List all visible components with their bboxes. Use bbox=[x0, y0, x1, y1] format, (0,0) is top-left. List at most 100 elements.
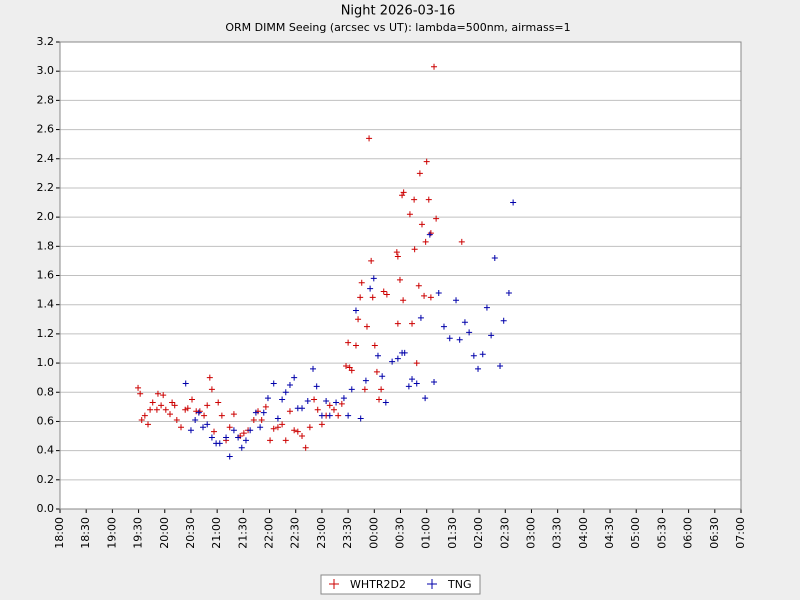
point bbox=[313, 383, 320, 390]
point bbox=[162, 406, 169, 413]
point bbox=[396, 276, 403, 283]
point bbox=[426, 231, 433, 238]
point bbox=[431, 379, 438, 386]
point bbox=[361, 386, 368, 393]
point bbox=[394, 355, 401, 362]
point bbox=[208, 434, 215, 441]
point bbox=[470, 352, 477, 359]
y-tick-label: 0.4 bbox=[37, 444, 55, 457]
point bbox=[323, 398, 330, 405]
point bbox=[314, 406, 321, 413]
point bbox=[394, 320, 401, 327]
point bbox=[370, 275, 377, 282]
point bbox=[262, 403, 269, 410]
point bbox=[184, 405, 191, 412]
point bbox=[147, 406, 154, 413]
point bbox=[235, 434, 242, 441]
point bbox=[187, 427, 194, 434]
y-tick-label: 1.2 bbox=[37, 327, 55, 340]
point bbox=[340, 395, 347, 402]
point bbox=[169, 399, 176, 406]
point bbox=[196, 408, 203, 415]
point bbox=[218, 412, 225, 419]
x-tick-label: 07:00 bbox=[734, 517, 747, 549]
x-tick-label: 20:00 bbox=[158, 517, 171, 549]
x-tick-label: 01:00 bbox=[420, 517, 433, 549]
x-tick-label: 19:00 bbox=[105, 517, 118, 549]
point bbox=[299, 433, 306, 440]
chart-subtitle: ORM DIMM Seeing (arcsec vs UT): lambda=5… bbox=[225, 21, 570, 34]
point bbox=[167, 411, 174, 418]
point bbox=[260, 409, 267, 416]
point bbox=[427, 294, 434, 301]
point bbox=[411, 246, 418, 253]
point bbox=[405, 383, 412, 390]
y-tick-label: 2.4 bbox=[37, 152, 55, 165]
y-tick-label: 3.2 bbox=[37, 35, 55, 48]
point bbox=[252, 409, 259, 416]
point bbox=[149, 399, 156, 406]
point bbox=[274, 415, 281, 422]
point bbox=[299, 405, 306, 412]
point bbox=[417, 314, 424, 321]
point bbox=[189, 396, 196, 403]
point bbox=[421, 292, 428, 299]
y-tick-label: 0.6 bbox=[37, 414, 55, 427]
y-tick-label: 2.8 bbox=[37, 93, 55, 106]
point bbox=[400, 297, 407, 304]
point bbox=[418, 221, 425, 228]
y-tick-label: 1.6 bbox=[37, 269, 55, 282]
point bbox=[461, 319, 468, 326]
point bbox=[362, 377, 369, 384]
point bbox=[282, 389, 289, 396]
x-tick-label: 02:30 bbox=[498, 517, 511, 549]
x-tick-label: 03:30 bbox=[551, 517, 564, 549]
point bbox=[204, 421, 211, 428]
y-tick-label: 0.0 bbox=[37, 502, 55, 515]
point bbox=[238, 444, 245, 451]
y-tick-label: 0.2 bbox=[37, 473, 55, 486]
point bbox=[211, 428, 218, 435]
point bbox=[483, 304, 490, 311]
x-tick-label: 06:00 bbox=[682, 517, 695, 549]
point bbox=[333, 399, 340, 406]
point bbox=[330, 406, 337, 413]
x-tick-label: 20:30 bbox=[184, 517, 197, 549]
y-tick-label: 3.0 bbox=[37, 64, 55, 77]
x-tick-label: 22:30 bbox=[289, 517, 302, 549]
point bbox=[160, 392, 167, 399]
point bbox=[247, 427, 254, 434]
point bbox=[345, 339, 352, 346]
point bbox=[153, 406, 160, 413]
point bbox=[497, 362, 504, 369]
point bbox=[379, 373, 386, 380]
point bbox=[458, 238, 465, 245]
point bbox=[318, 421, 325, 428]
point bbox=[357, 415, 364, 422]
point bbox=[154, 390, 161, 397]
point bbox=[173, 416, 180, 423]
point bbox=[422, 238, 429, 245]
point bbox=[363, 323, 370, 330]
legend-marker bbox=[427, 579, 437, 589]
point bbox=[274, 424, 281, 431]
point bbox=[138, 416, 145, 423]
point bbox=[326, 402, 333, 409]
point bbox=[416, 170, 423, 177]
x-tick-label: 01:30 bbox=[446, 517, 459, 549]
point bbox=[475, 365, 482, 372]
point bbox=[204, 402, 211, 409]
x-tick-label: 23:00 bbox=[315, 517, 328, 549]
point bbox=[453, 297, 460, 304]
legend-marker bbox=[329, 579, 339, 589]
point bbox=[267, 437, 274, 444]
point bbox=[348, 367, 355, 374]
x-tick-label: 21:30 bbox=[236, 517, 249, 549]
point bbox=[358, 279, 365, 286]
point bbox=[294, 428, 301, 435]
point bbox=[270, 380, 277, 387]
legend-label: TNG bbox=[447, 578, 471, 591]
point bbox=[304, 398, 311, 405]
point bbox=[182, 380, 189, 387]
